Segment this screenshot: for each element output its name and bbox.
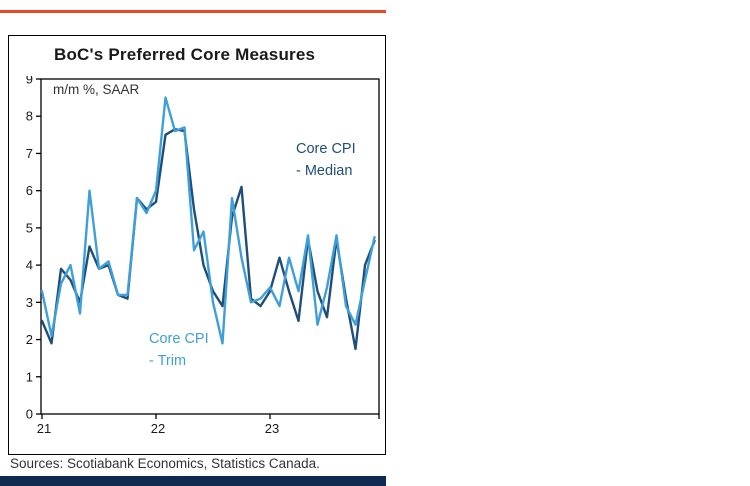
svg-text:8: 8: [26, 109, 33, 124]
chart-area: 0 1 2 3 4 5 6 7 8 9 21 22 23 m/m %, SAAR Core CPI - …: [9, 72, 385, 438]
svg-text:23: 23: [265, 421, 279, 436]
series-label-trim-line2: - Trim: [149, 353, 187, 369]
svg-text:2: 2: [26, 332, 33, 347]
series-label-trim: Core CPI - Trim: [149, 328, 209, 372]
series-label-trim-line1: Core CPI: [149, 331, 209, 347]
series-label-median: Core CPI - Median: [296, 138, 356, 182]
series-label-median-line2: - Median: [296, 163, 353, 179]
svg-text:7: 7: [26, 146, 33, 161]
svg-text:5: 5: [26, 220, 33, 235]
svg-text:9: 9: [26, 76, 33, 87]
svg-text:1: 1: [26, 369, 33, 384]
bottom-navy-bar: [0, 476, 386, 486]
sources-text: Sources: Scotiabank Economics, Statistic…: [10, 456, 320, 471]
accent-top-rule: [0, 10, 386, 13]
series-label-median-line1: Core CPI: [296, 141, 356, 157]
svg-text:6: 6: [26, 183, 33, 198]
svg-text:21: 21: [37, 421, 51, 436]
svg-text:4: 4: [26, 258, 33, 273]
svg-text:22: 22: [151, 421, 165, 436]
svg-text:0: 0: [26, 407, 33, 422]
chart-title: BoC's Preferred Core Measures: [54, 45, 316, 64]
chart-subtitle: m/m %, SAAR: [53, 82, 140, 97]
svg-text:3: 3: [26, 295, 33, 310]
